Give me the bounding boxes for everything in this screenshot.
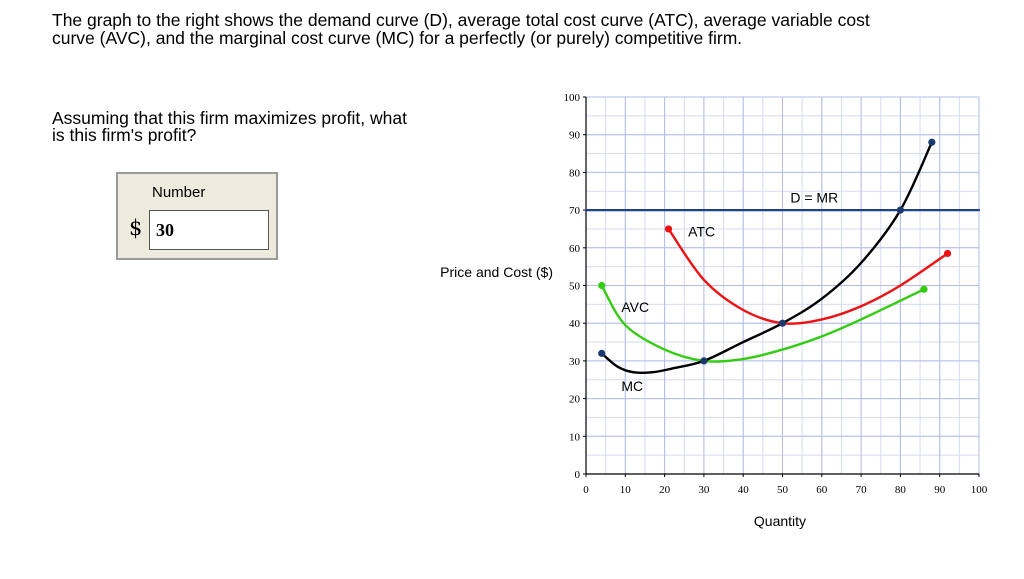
x-tick-label: 20 [659, 484, 671, 496]
series-line-mc [600, 141, 934, 374]
chart-labels: D = MR ATC AVC MC [621, 190, 838, 395]
y-axis-label: Price and Cost ($) [440, 264, 553, 280]
curve-label-d-mr: D = MR [790, 190, 838, 206]
problem-line-1: The graph to the right shows the demand … [52, 10, 870, 30]
answer-label: Number [152, 184, 206, 201]
x-axis-label: Quantity [754, 513, 806, 529]
question-line-1: Assuming that this firm maximizes profit… [52, 108, 407, 128]
data-point-mc [598, 349, 606, 357]
question-text: Assuming that this firm maximizes profit… [52, 108, 472, 145]
curve-label-mc: MC [621, 378, 643, 394]
y-tick-label: 10 [569, 431, 581, 443]
y-tick-label: 30 [569, 356, 581, 368]
y-tick-label: 40 [569, 318, 581, 330]
curve-label-atc: ATC [688, 223, 715, 239]
answer-input[interactable] [149, 210, 269, 250]
x-tick-label: 80 [895, 484, 907, 496]
x-tick-label: 0 [583, 484, 589, 496]
series-line-avc [600, 284, 926, 363]
x-tick-label: 70 [856, 484, 868, 496]
x-tick-label: 30 [698, 484, 710, 496]
x-tick-label: 40 [738, 484, 750, 496]
series-line-atc [667, 227, 949, 325]
chart-grid [585, 96, 980, 475]
x-tick-label: 100 [971, 484, 988, 496]
x-tick-label: 50 [777, 484, 789, 496]
x-tick-label: 60 [816, 484, 828, 496]
data-point-avc [598, 281, 606, 290]
x-tick-label: 10 [620, 484, 632, 496]
y-tick-label: 70 [569, 205, 581, 217]
data-point-mc [928, 138, 936, 146]
chart-points [598, 138, 952, 365]
y-tick-label: 90 [569, 130, 581, 142]
x-tick-label: 90 [934, 484, 946, 496]
data-point-mc [896, 206, 905, 214]
data-point-atc [943, 249, 952, 258]
answer-panel: Number $ [116, 172, 278, 260]
curve-label-avc: AVC [621, 299, 649, 315]
chart-curves [584, 141, 981, 374]
data-point-mc [778, 319, 787, 327]
y-tick-label: 60 [569, 243, 581, 255]
y-tick-label: 50 [569, 281, 581, 293]
data-point-mc [700, 357, 708, 365]
problem-statement: The graph to the right shows the demand … [52, 11, 992, 47]
problem-line-2: curve (AVC), and the marginal cost curve… [52, 28, 743, 48]
y-tick-label: 0 [575, 469, 581, 481]
data-point-atc [664, 225, 673, 233]
y-tick-label: 100 [564, 92, 581, 104]
y-tick-label: 80 [569, 167, 581, 179]
tick-labels: 0 10 20 30 40 50 60 70 80 90 100 0 10 20 30 40 50 60 70 80 9… [564, 92, 988, 496]
y-tick-label: 20 [569, 394, 581, 406]
currency-symbol: $ [129, 216, 143, 240]
data-point-avc [920, 285, 928, 293]
question-line-2: is this firm's profit? [52, 125, 197, 145]
